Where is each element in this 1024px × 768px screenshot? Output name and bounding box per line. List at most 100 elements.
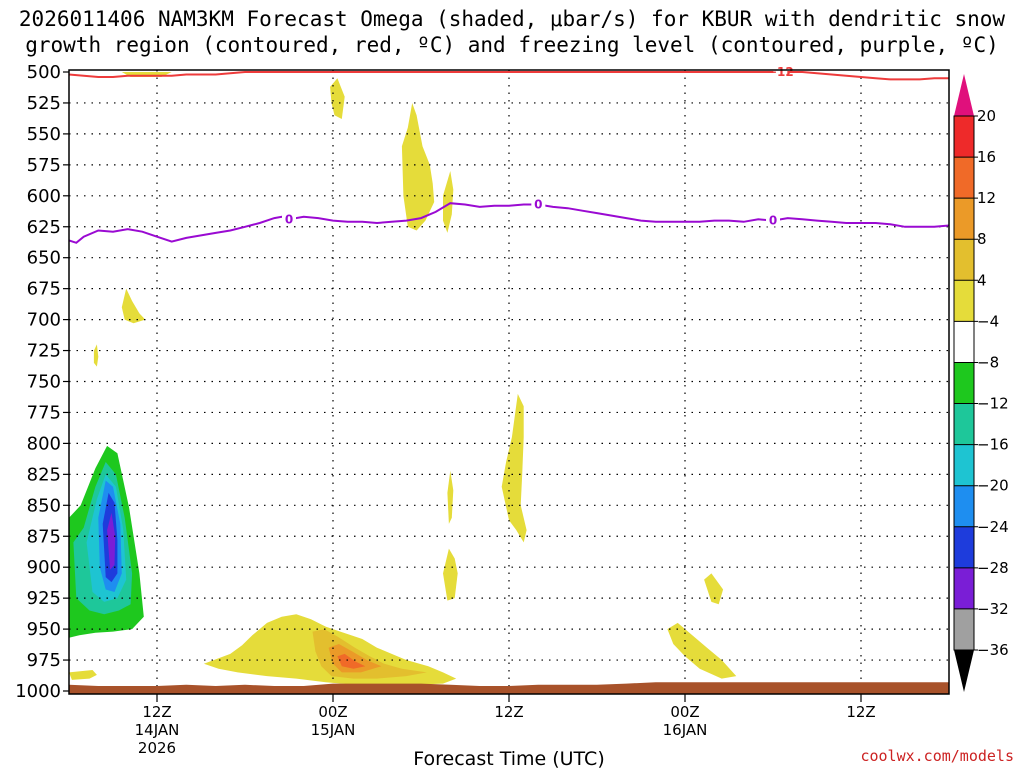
omega-region-yellow-lower-26z <box>443 548 458 601</box>
y-tick-label-700: 700 <box>27 310 61 331</box>
colorbar-label-1: 16 <box>977 148 996 166</box>
omega-region-yellow-tick-26z <box>447 470 454 524</box>
freezing-level-contour-label-1: 0 <box>534 197 542 211</box>
y-tick-label-600: 600 <box>27 186 61 207</box>
y-tick-label-925: 925 <box>27 588 61 609</box>
omega-region-yellow-thin-26z <box>443 171 454 233</box>
freezing-level-contour-label-2: 0 <box>769 214 777 228</box>
omega-region-green-column-upper-15z <box>246 72 298 202</box>
y-tick-label-825: 825 <box>27 464 61 485</box>
omega-region-lower-left-mass-purple <box>107 512 116 570</box>
omega-shading <box>69 72 737 685</box>
omega-region-yellow-tick-2z <box>93 344 99 367</box>
omega-region-green-mid-18z <box>340 251 438 444</box>
colorbar-label-2: 12 <box>977 189 996 207</box>
colorbar-label-0: 20 <box>977 107 996 125</box>
chart-title-line-1: 2026011406 NAM3KM Forecast Omega (shaded… <box>19 7 1006 31</box>
y-tick-label-1000: 1000 <box>15 681 61 702</box>
chart-title-line-2: growth region (contoured, red, ºC) and f… <box>25 33 999 57</box>
y-tick-label-575: 575 <box>27 155 61 176</box>
colorbar-label-7: −12 <box>977 395 1009 413</box>
y-tick-label-800: 800 <box>27 433 61 454</box>
colorbar-label-10: −24 <box>977 518 1009 536</box>
colorbar-top-arrow <box>954 74 974 116</box>
colorbar-bottom-arrow <box>954 650 974 692</box>
omega-region-yellow-small-4z <box>121 288 146 324</box>
site-credit: coolwx.com/models <box>860 747 1014 765</box>
omega-region-yellow-small-bottom-left <box>69 670 97 680</box>
omega-region-green-blob-12z-upper <box>140 164 168 248</box>
dgz-minus12-contour-label-bg-0 <box>773 65 788 78</box>
colorbar-label-6: −8 <box>977 353 999 371</box>
y-tick-label-650: 650 <box>27 248 61 269</box>
colorbar-band-2 <box>954 198 974 240</box>
x-year-label-6: 2026 <box>138 739 176 757</box>
freezing-level-contour-label-bg-1 <box>531 197 546 211</box>
freezing-level-contour-label-0: 0 <box>285 212 293 226</box>
x-date-label-18: 15JAN <box>311 721 356 739</box>
y-tick-label-550: 550 <box>27 124 61 145</box>
omega-region-yellow-lower-31z <box>501 393 527 543</box>
omega-region-yellow-small-36z <box>704 573 724 605</box>
omega-region-green-patch-27z <box>457 369 476 469</box>
colorbar-label-13: −36 <box>977 641 1009 659</box>
contour-lines: 0 0 0 −12 <box>69 65 949 244</box>
x-date-label-6: 14JAN <box>135 721 180 739</box>
plot-frame <box>68 69 950 695</box>
omega-region-yellow-upper-18z <box>330 78 345 119</box>
ground-fill <box>69 682 949 694</box>
dgz-minus12-contour <box>69 71 949 81</box>
colorbar-band-1 <box>954 157 974 199</box>
y-tick-label-725: 725 <box>27 341 61 362</box>
y-tick-label-750: 750 <box>27 372 61 393</box>
colorbar-band-11 <box>954 567 974 609</box>
omega-region-red-core-low <box>337 653 366 669</box>
omega-region-green-lower-15z <box>253 511 355 627</box>
omega-region-early-column-left <box>69 75 77 308</box>
colorbar: 20 16 12 8 4 −4 −8 −12 −16 −20 −24 −28 −32 −36 <box>953 74 1009 692</box>
colorbar-label-12: −32 <box>977 600 1009 618</box>
x-date-label-42: 16JAN <box>663 721 708 739</box>
x-tick-label-54: 12Z <box>846 703 875 721</box>
y-tick-label-625: 625 <box>27 217 61 238</box>
freezing-level-contour-label-bg-0 <box>282 212 296 226</box>
colorbar-band-7 <box>954 403 974 445</box>
freezing-level-contour-label-bg-2 <box>766 213 780 227</box>
colorbar-band-13 <box>954 608 974 650</box>
colorbar-band-5 <box>954 321 974 363</box>
colorbar-label-11: −28 <box>977 559 1009 577</box>
x-tick-label-42: 00Z <box>670 703 699 721</box>
omega-region-yellow-column-22z <box>401 103 435 231</box>
y-tick-label-675: 675 <box>27 279 61 300</box>
omega-region-green-sliver-12z-mid <box>152 344 187 475</box>
x-axis-title: Forecast Time (UTC) <box>413 748 604 768</box>
pressure-axis: 500 525 550 575 600 625 650 675 700 725 750 775 800 8… <box>15 62 69 702</box>
y-tick-label-500: 500 <box>27 62 61 83</box>
y-tick-label-950: 950 <box>27 619 61 640</box>
y-tick-label-875: 875 <box>27 526 61 547</box>
colorbar-label-9: −20 <box>977 477 1009 495</box>
omega-region-green-sliver-29z <box>495 72 514 116</box>
y-tick-label-900: 900 <box>27 557 61 578</box>
y-tick-label-975: 975 <box>27 650 61 671</box>
y-tick-label-850: 850 <box>27 495 61 516</box>
ground-layer <box>69 682 949 694</box>
x-tick-label-6: 12Z <box>142 703 171 721</box>
colorbar-band-3 <box>954 239 974 281</box>
freezing-level-contour <box>69 202 949 244</box>
colorbar-band-8 <box>954 444 974 486</box>
colorbar-band-10 <box>954 526 974 568</box>
x-tick-label-30: 12Z <box>494 703 523 721</box>
colorbar-band-9 <box>954 485 974 527</box>
dgz-minus12-contour-label-0: −12 <box>767 65 794 79</box>
colorbar-label-3: 8 <box>977 230 987 248</box>
colorbar-band-4 <box>954 280 974 322</box>
colorbar-label-8: −16 <box>977 436 1009 454</box>
omega-region-yellow-lower-40z <box>667 622 737 679</box>
pressure-grid <box>69 70 949 694</box>
y-tick-label-775: 775 <box>27 402 61 423</box>
colorbar-band-0 <box>954 116 974 158</box>
x-tick-label-18: 00Z <box>318 703 347 721</box>
